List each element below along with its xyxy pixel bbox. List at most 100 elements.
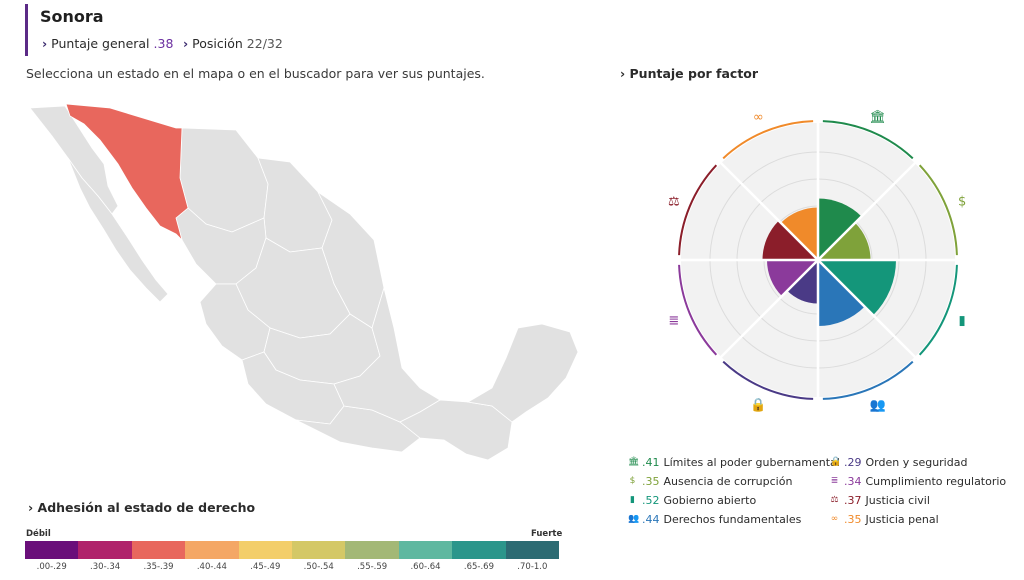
legend-value: .52 xyxy=(642,494,660,507)
overall-score-label: Puntaje general xyxy=(51,36,150,51)
radial-dividers xyxy=(679,121,957,399)
factor-radial-chart: 🏛 $ ▮ 👥 🔒 ≣ ⚖ ∞ xyxy=(668,109,966,413)
handcuffs-icon: ∞ xyxy=(753,110,764,125)
scale-segment xyxy=(131,541,186,559)
scale-segment xyxy=(505,541,560,559)
people-icon: 👥 xyxy=(628,514,640,524)
legend-value: .37 xyxy=(844,494,862,507)
legend-label: Ausencia de corrupción xyxy=(663,475,793,488)
handcuffs-icon: ∞ xyxy=(830,514,839,524)
scale-range-label: .60-.64 xyxy=(410,562,441,572)
factor-outer-arc xyxy=(822,360,914,400)
scale-range-label: .65-.69 xyxy=(463,562,494,572)
scale-segment xyxy=(238,541,293,559)
people-icon: 👥 xyxy=(870,398,886,413)
lock-icon: 🔒 xyxy=(830,457,842,467)
mexico-map[interactable] xyxy=(0,88,600,488)
overall-score-value: .38 xyxy=(153,36,174,51)
factors-heading: › Puntaje por factor xyxy=(620,66,758,81)
clipboard-icon: ≣ xyxy=(668,314,679,329)
scales-icon: ⚖ xyxy=(830,495,839,505)
scale-range-label: .00-.29 xyxy=(36,562,67,572)
factors-heading-label: Puntaje por factor xyxy=(629,66,759,81)
building-icon: 🏛 xyxy=(869,109,886,125)
scale-segment xyxy=(78,541,132,559)
scale-range-label: .35-.39 xyxy=(143,562,174,572)
legend-label: Límites al poder gubernamental xyxy=(663,456,840,469)
position-value: 22/32 xyxy=(246,36,283,51)
state-chiapas-tabasco[interactable] xyxy=(399,399,513,461)
scale-range-label: .55-.59 xyxy=(357,562,388,572)
building-icon: 🏛 xyxy=(628,457,640,467)
factor-wedge[interactable] xyxy=(767,260,818,297)
legend-value: .41 xyxy=(642,456,660,469)
chevron-right-icon: › xyxy=(42,36,48,51)
money-bag-icon: $ xyxy=(629,476,636,486)
state-baja-california-sur[interactable] xyxy=(67,157,169,303)
radial-divider xyxy=(718,160,819,261)
scale-segment xyxy=(292,541,346,559)
legend-value: .35 xyxy=(844,513,862,526)
scale-segment xyxy=(398,541,453,559)
state-yucatan-peninsula[interactable] xyxy=(466,323,579,423)
radial-divider xyxy=(718,259,819,360)
instruction-text: Selecciona un estado en el mapa o en el … xyxy=(26,66,485,81)
factor-outer-arc xyxy=(678,264,718,356)
legend-label: Cumplimiento regulatorio xyxy=(865,475,1007,488)
lock-icon: 🔒 xyxy=(750,398,766,413)
radial-divider xyxy=(817,160,918,261)
clipboard-icon: ≣ xyxy=(830,476,839,486)
factor-outer-arc xyxy=(678,164,718,256)
factor-outer-arc xyxy=(722,120,814,160)
color-scale-labels: .00-.29 .30-.34 .35-.39 .40-.44 .45-.49 .50-.… xyxy=(25,562,559,572)
factor-wedge[interactable] xyxy=(818,198,862,261)
door-icon: ▮ xyxy=(959,314,966,329)
legend-item: 🏛 .41 Límites al poder gubernamental xyxy=(628,456,840,469)
radial-wedges xyxy=(762,198,896,326)
chevron-right-icon: › xyxy=(28,500,38,515)
legend-label: Justicia civil xyxy=(865,494,930,507)
door-icon: ▮ xyxy=(630,495,635,505)
scale-segment xyxy=(25,541,79,559)
legend-label: Gobierno abierto xyxy=(663,494,757,507)
adhesion-heading: › Adhesión al estado de derecho xyxy=(28,500,255,515)
legend-item: $ .35 Ausencia de corrupción xyxy=(628,475,793,488)
factor-wedge[interactable] xyxy=(818,260,865,326)
radial-icons: 🏛 $ ▮ 👥 🔒 ≣ ⚖ ∞ xyxy=(668,109,966,413)
factor-wedge[interactable] xyxy=(762,220,819,260)
chevron-right-icon: › xyxy=(183,36,189,51)
legend-item: 🔒 .29 Orden y seguridad xyxy=(830,456,967,469)
factor-outer-arc xyxy=(822,120,914,160)
scale-range-label: .45-.49 xyxy=(250,562,281,572)
scale-segment xyxy=(452,541,506,559)
money-bag-icon: $ xyxy=(958,194,966,209)
legend-item: 👥 .44 Derechos fundamentales xyxy=(628,513,801,526)
state-sonora-highlighted[interactable] xyxy=(65,103,189,242)
factor-wedge[interactable] xyxy=(787,260,818,304)
color-scale-bar xyxy=(25,541,560,559)
factor-outer-arc xyxy=(918,264,958,356)
legend-item: ∞ .35 Justicia penal xyxy=(830,513,939,526)
factor-wedge[interactable] xyxy=(818,222,871,260)
legend-value: .29 xyxy=(844,456,862,469)
factor-wedge[interactable] xyxy=(780,207,818,261)
scale-strong-label: Fuerte xyxy=(531,529,563,539)
scale-segment xyxy=(185,541,239,559)
state-veracruz-east[interactable] xyxy=(333,286,441,423)
factor-wedge[interactable] xyxy=(818,260,896,316)
header-accent-bar xyxy=(25,4,28,56)
legend-value: .35 xyxy=(642,475,660,488)
position-label: Posición xyxy=(192,36,243,51)
state-title: Sonora xyxy=(40,7,104,26)
scale-range-label: .50-.54 xyxy=(303,562,334,572)
scale-weak-label: Débil xyxy=(26,529,51,539)
state-coahuila[interactable] xyxy=(257,157,333,253)
ranking-position: › Posición 22/32 xyxy=(183,36,283,51)
state-baja-california[interactable] xyxy=(29,105,119,215)
chevron-right-icon: › xyxy=(620,66,630,81)
factor-outer-arc xyxy=(918,164,958,256)
legend-item: ≣ .34 Cumplimiento regulatorio xyxy=(830,475,1006,488)
legend-label: Derechos fundamentales xyxy=(663,513,802,526)
radial-outer-arcs xyxy=(678,120,958,400)
scale-range-label: .30-.34 xyxy=(90,562,121,572)
